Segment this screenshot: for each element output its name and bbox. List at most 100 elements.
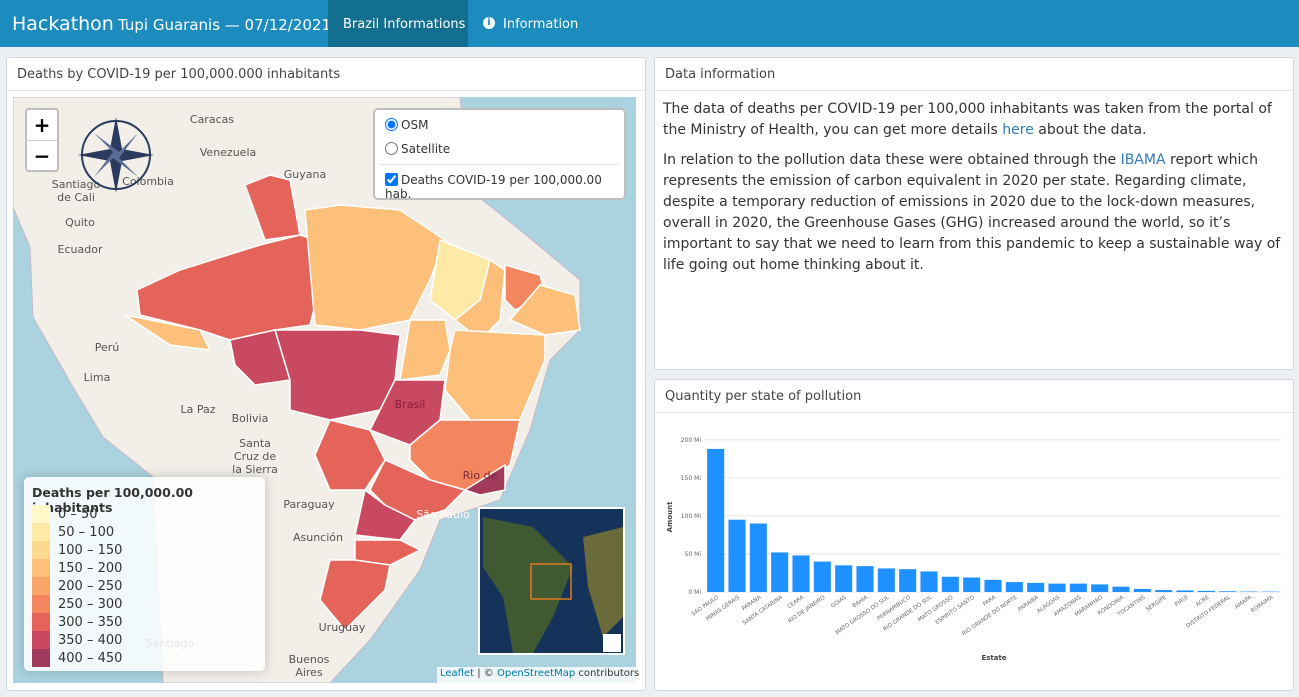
- place-label: Rio de: [463, 469, 498, 482]
- legend-swatch: [32, 595, 50, 613]
- state: [304, 204, 446, 331]
- place-label: Venezuela: [200, 146, 257, 159]
- subtitle: Tupi Guaranis — 07/12/2021: [118, 16, 332, 34]
- attribution: Leaflet | © OpenStreetMap contributors: [440, 668, 639, 679]
- bar: [707, 448, 725, 592]
- legend-swatch: [32, 613, 50, 631]
- panel-title: Deaths by COVID-19 per 100,000.000 inhab…: [7, 58, 645, 91]
- x-tick-label: CEARA: [787, 595, 806, 611]
- panel-title: Quantity per state of pollution: [655, 380, 1293, 413]
- place-label: Uruguay: [319, 621, 366, 634]
- states: [124, 174, 581, 632]
- place-label: Ecuador: [58, 243, 103, 256]
- navbar: Hackathon Tupi Guaranis — 07/12/2021 Bra…: [0, 0, 1299, 47]
- legend-label: 200 – 250: [58, 579, 123, 594]
- legend-swatch: [32, 631, 50, 649]
- bar: [899, 569, 917, 592]
- minimap-toggle[interactable]: [603, 634, 621, 652]
- bar: [856, 566, 874, 592]
- bar: [1048, 583, 1066, 592]
- state: [354, 539, 422, 566]
- bar: [984, 579, 1002, 592]
- place-label: de Cali: [57, 191, 95, 204]
- y-tick-label: 50 Mi: [685, 551, 702, 558]
- bar: [877, 568, 895, 592]
- paragraph: The data of deaths per COVID-19 per 100,…: [663, 99, 1285, 141]
- active-tab[interactable]: [328, 0, 468, 47]
- zoom-out[interactable]: −: [33, 144, 51, 168]
- place-label: Cruz de: [234, 450, 276, 463]
- place-label: Perú: [95, 341, 120, 354]
- zoom-control: + −: [25, 108, 59, 172]
- state: [354, 488, 417, 541]
- brand[interactable]: Hackathon: [12, 13, 114, 35]
- y-tick-label: 150 Mi: [681, 475, 702, 482]
- layer-option[interactable]: OSM: [385, 118, 428, 132]
- legend-title: Deaths per 100,000.00 inhabitants: [32, 485, 193, 515]
- link[interactable]: Leaflet: [440, 668, 475, 679]
- state: [124, 314, 212, 351]
- place-label: Quito: [65, 216, 95, 229]
- link[interactable]: IBAMA: [1120, 152, 1166, 168]
- legend-label: 400 – 450: [58, 651, 123, 666]
- info-body: The data of deaths per COVID-19 per 100,…: [655, 91, 1293, 276]
- attribution-box: [437, 667, 636, 683]
- legend-label: 300 – 350: [58, 615, 123, 630]
- legend-label: 0 – 50: [58, 507, 98, 522]
- chart: Amount Estate 0 Mi 50 Mi 100 Mi 150 Mi 200 M…: [666, 437, 1281, 662]
- minimap-view: [530, 563, 572, 600]
- overlay-option[interactable]: Deaths COVID-19 per 100,000.00 hab.: [385, 173, 624, 201]
- state: [229, 329, 291, 386]
- bar: [835, 565, 853, 592]
- x-tick-label: BAHIA: [852, 595, 870, 610]
- place-label: Buenos: [289, 653, 330, 666]
- radio[interactable]: [385, 118, 398, 131]
- text: report which represents the emission of …: [663, 152, 1281, 273]
- x-tick-label: PIAUI: [1174, 595, 1190, 608]
- state: [244, 174, 301, 241]
- zoom-in[interactable]: +: [27, 110, 57, 141]
- y-tick-label: 100 Mi: [681, 513, 702, 520]
- legend: Deaths per 100,000.00 inhabitants 0 – 50…: [24, 477, 265, 671]
- legend-label: 350 – 400: [58, 633, 123, 648]
- bar: [1155, 590, 1173, 592]
- minimap-land: [483, 517, 573, 653]
- attribution-text: | ©: [477, 668, 497, 679]
- radio[interactable]: [385, 142, 398, 155]
- legend-swatch: [32, 505, 50, 523]
- separator: [381, 164, 618, 165]
- info-panel: Data information The data of deaths per …: [654, 57, 1294, 370]
- text: The data of deaths per COVID-19 per 100,…: [663, 101, 1272, 138]
- layer-control: OSM Satellite Deaths COVID-19 per 100,00…: [373, 108, 626, 201]
- bar: [1176, 590, 1194, 592]
- place-label: Caracas: [190, 113, 234, 126]
- legend-label: 250 – 300: [58, 597, 123, 612]
- bar: [1219, 591, 1237, 592]
- place-label: São Paulo: [416, 508, 470, 521]
- checkbox[interactable]: [385, 173, 398, 186]
- bar: [813, 561, 831, 592]
- place-label: Asunción: [293, 531, 343, 544]
- bar: [728, 519, 746, 592]
- bar: [792, 555, 810, 592]
- text: about the data.: [1033, 122, 1147, 138]
- legend-swatch: [32, 559, 50, 577]
- x-axis-label: Estate: [981, 654, 1006, 662]
- x-tick-label: GOIAS: [830, 594, 848, 609]
- compass: [78, 117, 154, 193]
- bar: [1133, 588, 1151, 592]
- tab[interactable]: Information: [503, 17, 579, 32]
- place-label: Aires: [295, 666, 323, 679]
- x-tick-label: PARA: [982, 595, 997, 608]
- state: [508, 284, 581, 336]
- bar: [771, 552, 789, 592]
- layer-option[interactable]: Satellite: [385, 142, 450, 156]
- link[interactable]: here: [1002, 122, 1034, 138]
- link[interactable]: OpenStreetMap: [496, 668, 576, 679]
- legend-label: 100 – 150: [58, 543, 123, 558]
- minimap-land: [583, 527, 623, 637]
- bar: [920, 571, 938, 592]
- state: [369, 459, 467, 521]
- tab[interactable]: Brazil Informations: [343, 17, 466, 32]
